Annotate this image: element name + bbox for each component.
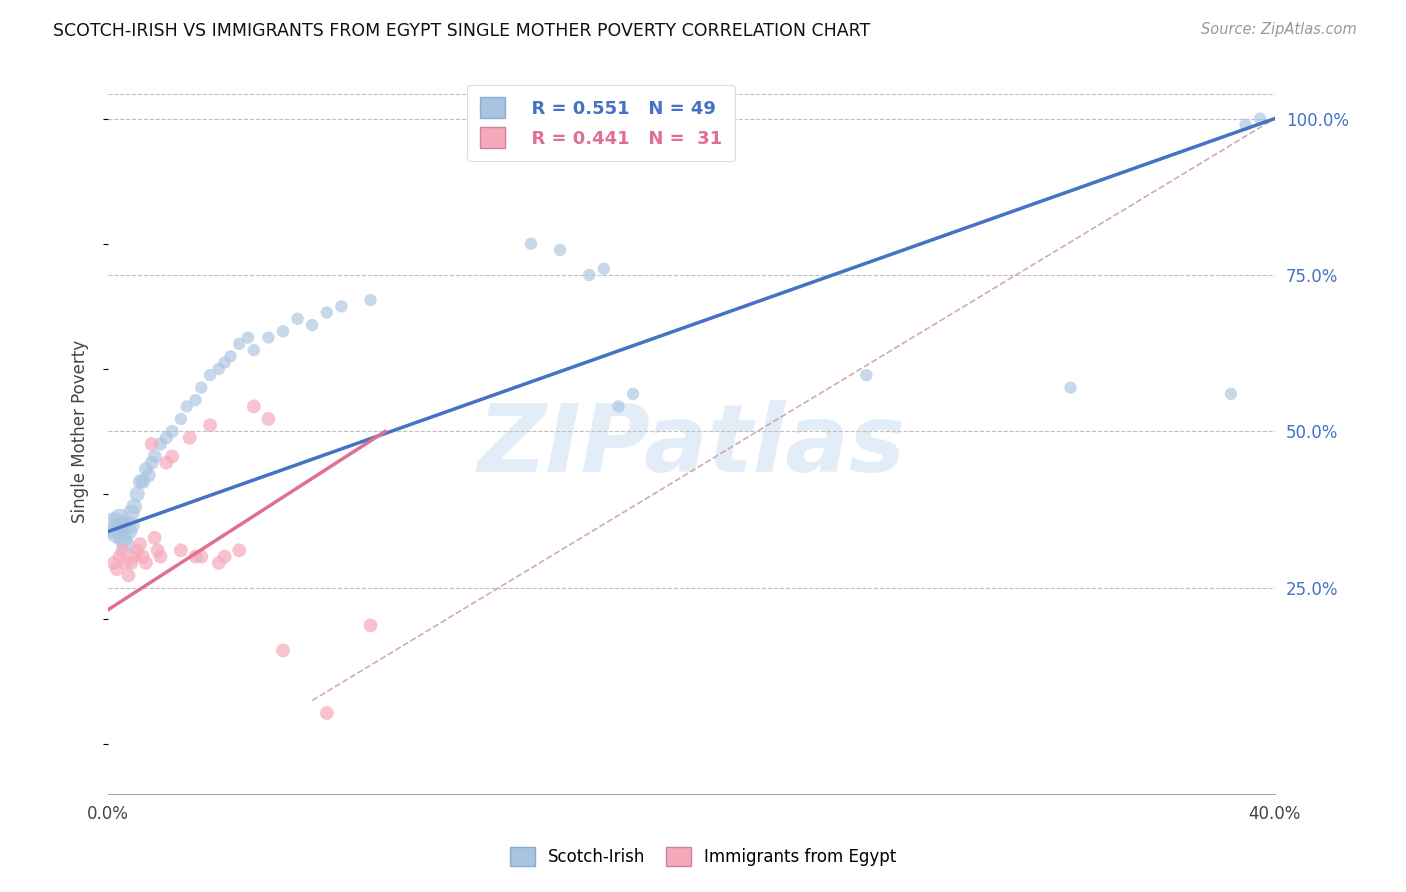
Point	[257, 330, 280, 344]
Point	[170, 543, 193, 558]
Point	[111, 518, 134, 533]
Point	[105, 562, 128, 576]
Point	[607, 400, 630, 414]
Point	[214, 549, 236, 564]
Text: SCOTCH-IRISH VS IMMIGRANTS FROM EGYPT SINGLE MOTHER POVERTY CORRELATION CHART: SCOTCH-IRISH VS IMMIGRANTS FROM EGYPT SI…	[53, 22, 870, 40]
Point	[592, 261, 614, 276]
Point	[135, 556, 157, 570]
Point	[243, 400, 266, 414]
Text: Source: ZipAtlas.com: Source: ZipAtlas.com	[1201, 22, 1357, 37]
Point	[135, 462, 157, 476]
Point	[198, 418, 221, 433]
Point	[149, 549, 172, 564]
Point	[520, 236, 543, 251]
Point	[103, 518, 125, 533]
Point	[120, 518, 142, 533]
Point	[257, 412, 280, 426]
Point	[271, 643, 294, 657]
Point	[548, 243, 571, 257]
Point	[141, 456, 163, 470]
Point	[127, 543, 149, 558]
Point	[360, 293, 382, 307]
Point	[160, 450, 183, 464]
Point	[143, 450, 166, 464]
Point	[122, 549, 145, 564]
Point	[214, 356, 236, 370]
Point	[184, 549, 207, 564]
Point	[236, 330, 259, 344]
Point	[208, 362, 231, 376]
Point	[208, 556, 231, 570]
Point	[132, 475, 155, 489]
Point	[330, 299, 353, 313]
Point	[132, 549, 155, 564]
Point	[108, 512, 131, 526]
Point	[114, 537, 136, 551]
Point	[578, 268, 600, 282]
Point	[141, 437, 163, 451]
Point	[301, 318, 323, 332]
Point	[621, 387, 644, 401]
Point	[129, 475, 152, 489]
Point	[1234, 118, 1257, 132]
Legend:   R = 0.551   N = 49,   R = 0.441   N =  31: R = 0.551 N = 49, R = 0.441 N = 31	[467, 85, 735, 161]
Point	[117, 524, 139, 539]
Point	[120, 556, 142, 570]
Point	[271, 324, 294, 338]
Point	[184, 393, 207, 408]
Point	[1249, 112, 1271, 126]
Point	[360, 618, 382, 632]
Point	[190, 381, 212, 395]
Point	[190, 549, 212, 564]
Point	[1059, 381, 1081, 395]
Point	[170, 412, 193, 426]
Text: ZIPatlas: ZIPatlas	[477, 400, 905, 492]
Point	[155, 456, 177, 470]
Point	[155, 431, 177, 445]
Point	[105, 524, 128, 539]
Point	[176, 400, 198, 414]
Point	[111, 543, 134, 558]
Point	[117, 568, 139, 582]
Point	[1220, 387, 1243, 401]
Point	[287, 311, 309, 326]
Point	[315, 706, 337, 720]
Point	[122, 500, 145, 514]
Y-axis label: Single Mother Poverty: Single Mother Poverty	[72, 340, 89, 523]
Point	[108, 549, 131, 564]
Point	[219, 350, 242, 364]
Point	[228, 543, 250, 558]
Point	[149, 437, 172, 451]
Point	[111, 531, 134, 545]
Point	[228, 336, 250, 351]
Point	[114, 556, 136, 570]
Point	[103, 556, 125, 570]
Point	[179, 431, 201, 445]
Point	[855, 368, 877, 383]
Point	[120, 506, 142, 520]
Point	[315, 305, 337, 319]
Point	[127, 487, 149, 501]
Point	[143, 531, 166, 545]
Point	[129, 537, 152, 551]
Point	[146, 543, 169, 558]
Point	[198, 368, 221, 383]
Point	[243, 343, 266, 357]
Point	[160, 425, 183, 439]
Point	[138, 468, 160, 483]
Legend: Scotch-Irish, Immigrants from Egypt: Scotch-Irish, Immigrants from Egypt	[496, 833, 910, 880]
